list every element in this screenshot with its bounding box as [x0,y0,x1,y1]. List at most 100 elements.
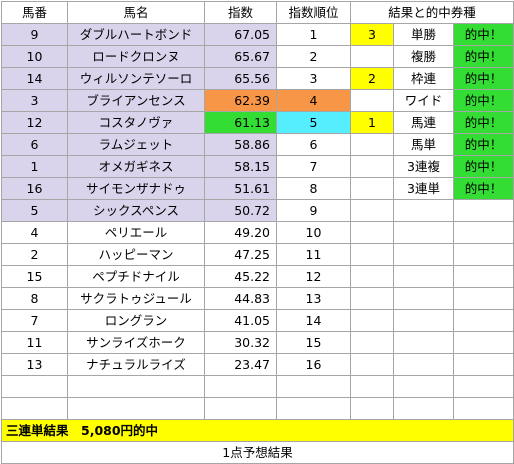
cell-jun: 8 [276,177,351,200]
cell-hit: 的中！ [453,45,514,68]
empty-cell [393,397,454,420]
header-shisu: 指数 [204,1,277,24]
cell-jun: 3 [276,67,351,90]
header-row: 馬番 馬名 指数 指数順位 結果と的中券種 [1,1,514,24]
cell-bet: 単勝 [393,23,454,46]
cell-bet [393,287,454,310]
cell-bet: 3連単 [393,177,454,200]
cell-shisu: 41.05 [204,309,277,332]
cell-jun: 6 [276,133,351,156]
cell-umaban: 4 [1,221,68,244]
cell-bamei: ロングラン [67,309,205,332]
cell-jun: 11 [276,243,351,266]
cell-jun: 4 [276,89,351,112]
cell-rank [350,309,394,332]
cell-rank [350,199,394,222]
cell-umaban: 11 [1,331,68,354]
table-row: 5 シックスペンス 50.72 9 [1,199,514,222]
cell-bamei: サンライズホーク [67,331,205,354]
cell-rank [350,221,394,244]
cell-rank [350,45,394,68]
table-row: 15 ペプチドナイル 45.22 12 [1,265,514,288]
cell-hit [453,243,514,266]
cell-jun: 9 [276,199,351,222]
cell-umaban: 6 [1,133,68,156]
cell-shisu: 44.83 [204,287,277,310]
cell-hit: 的中！ [453,111,514,134]
table-row: 8 サクラトゥジュール 44.83 13 [1,287,514,310]
cell-rank [350,89,394,112]
cell-bet: ワイド [393,89,454,112]
table-row: 1 オメガギネス 58.15 7 3連複 的中！ [1,155,514,178]
cell-shisu: 65.56 [204,67,277,90]
cell-rank [350,265,394,288]
cell-hit [453,353,514,376]
cell-jun: 5 [276,111,351,134]
empty-row [1,397,514,420]
footer-row: 1点予想結果 [1,441,514,464]
cell-jun: 2 [276,45,351,68]
cell-bet: 馬連 [393,111,454,134]
cell-hit [453,199,514,222]
empty-cell [1,397,68,420]
cell-bet: 複勝 [393,45,454,68]
cell-bamei: コスタノヴァ [67,111,205,134]
cell-hit: 的中！ [453,133,514,156]
cell-rank: 1 [350,111,394,134]
cell-bet [393,265,454,288]
cell-hit [453,265,514,288]
summary-row: 三連単結果 5,080円的中 [1,419,514,442]
cell-rank [350,353,394,376]
cell-hit [453,287,514,310]
empty-cell [204,397,277,420]
cell-bet: 馬単 [393,133,454,156]
cell-bamei: ロードクロンヌ [67,45,205,68]
table-row: 2 ハッピーマン 47.25 11 [1,243,514,266]
cell-bet [393,243,454,266]
cell-umaban: 5 [1,199,68,222]
cell-bet [393,199,454,222]
cell-jun: 13 [276,287,351,310]
table-row: 7 ロングラン 41.05 14 [1,309,514,332]
cell-umaban: 15 [1,265,68,288]
empty-cell [350,375,394,398]
table-row: 16 サイモンザナドゥ 51.61 8 3連単 的中！ [1,177,514,200]
cell-umaban: 9 [1,23,68,46]
empty-row [1,375,514,398]
summary-text: 三連単結果 5,080円的中 [1,419,514,442]
cell-umaban: 16 [1,177,68,200]
cell-bamei: サクラトゥジュール [67,287,205,310]
cell-hit [453,309,514,332]
cell-rank [350,133,394,156]
table-row: 6 ラムジェット 58.86 6 馬単 的中！ [1,133,514,156]
cell-jun: 10 [276,221,351,244]
header-jun: 指数順位 [276,1,351,24]
cell-shisu: 61.13 [204,111,277,134]
cell-umaban: 12 [1,111,68,134]
cell-bamei: ブライアンセンス [67,89,205,112]
cell-bamei: オメガギネス [67,155,205,178]
empty-cell [1,375,68,398]
cell-bet [393,353,454,376]
table-row: 12 コスタノヴァ 61.13 5 1 馬連 的中！ [1,111,514,134]
cell-jun: 7 [276,155,351,178]
cell-jun: 12 [276,265,351,288]
cell-shisu: 49.20 [204,221,277,244]
cell-rank [350,177,394,200]
cell-umaban: 7 [1,309,68,332]
cell-bet [393,221,454,244]
header-kekka: 結果と的中券種 [350,1,514,24]
cell-shisu: 62.39 [204,89,277,112]
empty-cell [204,375,277,398]
cell-bamei: ハッピーマン [67,243,205,266]
cell-bet: 3連複 [393,155,454,178]
cell-shisu: 51.61 [204,177,277,200]
cell-umaban: 13 [1,353,68,376]
cell-rank [350,243,394,266]
cell-umaban: 8 [1,287,68,310]
cell-hit [453,331,514,354]
cell-shisu: 50.72 [204,199,277,222]
cell-shisu: 45.22 [204,265,277,288]
table-row: 14 ウィルソンテソーロ 65.56 3 2 枠連 的中！ [1,67,514,90]
